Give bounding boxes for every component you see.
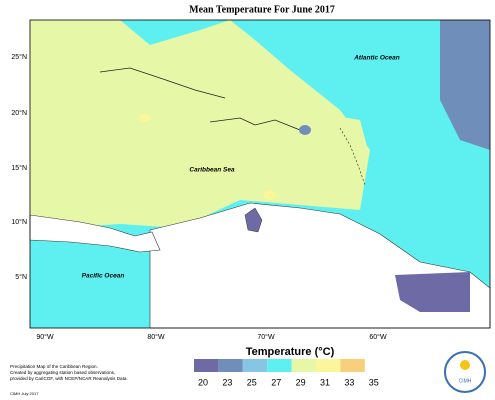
warm-region <box>330 115 368 150</box>
ocean-label: Atlantic Ocean <box>353 55 400 62</box>
cool-spot <box>299 125 311 135</box>
credit-line: provided by CariCOF, with NCEP/NCAR Rean… <box>10 376 128 381</box>
cuba <box>99 67 226 99</box>
hispaniola <box>209 117 301 131</box>
legend-value: 20 <box>198 377 208 387</box>
ocean-label: Pacific Ocean <box>82 273 125 280</box>
legend-swatch <box>218 359 243 372</box>
legend-value: 23 <box>222 377 232 387</box>
lat-label: 25°N <box>11 53 27 61</box>
legend-swatch <box>316 359 341 372</box>
cool-patch <box>440 20 490 150</box>
warm-region <box>30 20 370 230</box>
lake <box>244 207 263 233</box>
legend-swatch <box>194 359 219 372</box>
legend-title: Temperature (°C) <box>246 346 335 358</box>
legend-value: 25 <box>247 377 257 387</box>
lat-label: 10°N <box>11 218 27 226</box>
legend-value: 29 <box>296 377 306 387</box>
lon-label: 80°W <box>147 333 165 341</box>
legend-swatch <box>242 359 268 372</box>
title: Mean Temperature For June 2017 <box>189 4 335 15</box>
lon-label: 60°W <box>369 333 387 341</box>
lon-label: 90°W <box>36 333 54 341</box>
cool-land <box>395 272 470 312</box>
legend: Temperature (°C) 20 23 25 27 29 31 33 35 <box>194 346 379 387</box>
legend-swatch <box>267 359 292 372</box>
ocean-label: Caribbean Sea <box>189 167 235 174</box>
legend-value: 27 <box>271 377 281 387</box>
logo-sun <box>460 360 470 370</box>
logo-text: CIMH <box>459 378 472 384</box>
lat-label: 15°N <box>11 164 27 172</box>
central-america <box>29 214 161 253</box>
logo: CIMH <box>444 351 486 393</box>
lesser-antilles <box>339 127 366 186</box>
hot-spot <box>139 114 151 122</box>
hot-spot <box>264 190 276 200</box>
map <box>29 19 491 329</box>
logo-circle <box>444 351 486 393</box>
credit-line: Precipitation Map of the Caribbean Regio… <box>10 364 98 369</box>
legend-swatch <box>291 359 316 372</box>
credit-stamp: CIMH July 2017 <box>10 391 39 396</box>
legend-swatch <box>340 359 365 372</box>
legend-value: 31 <box>320 377 330 387</box>
lat-label: 20°N <box>11 109 27 117</box>
lon-label: 70°W <box>257 333 275 341</box>
map-frame <box>29 19 491 329</box>
credit-line: Created by aggregating station based obs… <box>10 370 115 375</box>
labels: Atlantic Ocean Caribbean Sea Pacific Ocean… <box>10 53 400 396</box>
legend-value: 33 <box>344 377 354 387</box>
legend-value: 35 <box>369 377 379 387</box>
lat-label: 5°N <box>15 273 27 281</box>
